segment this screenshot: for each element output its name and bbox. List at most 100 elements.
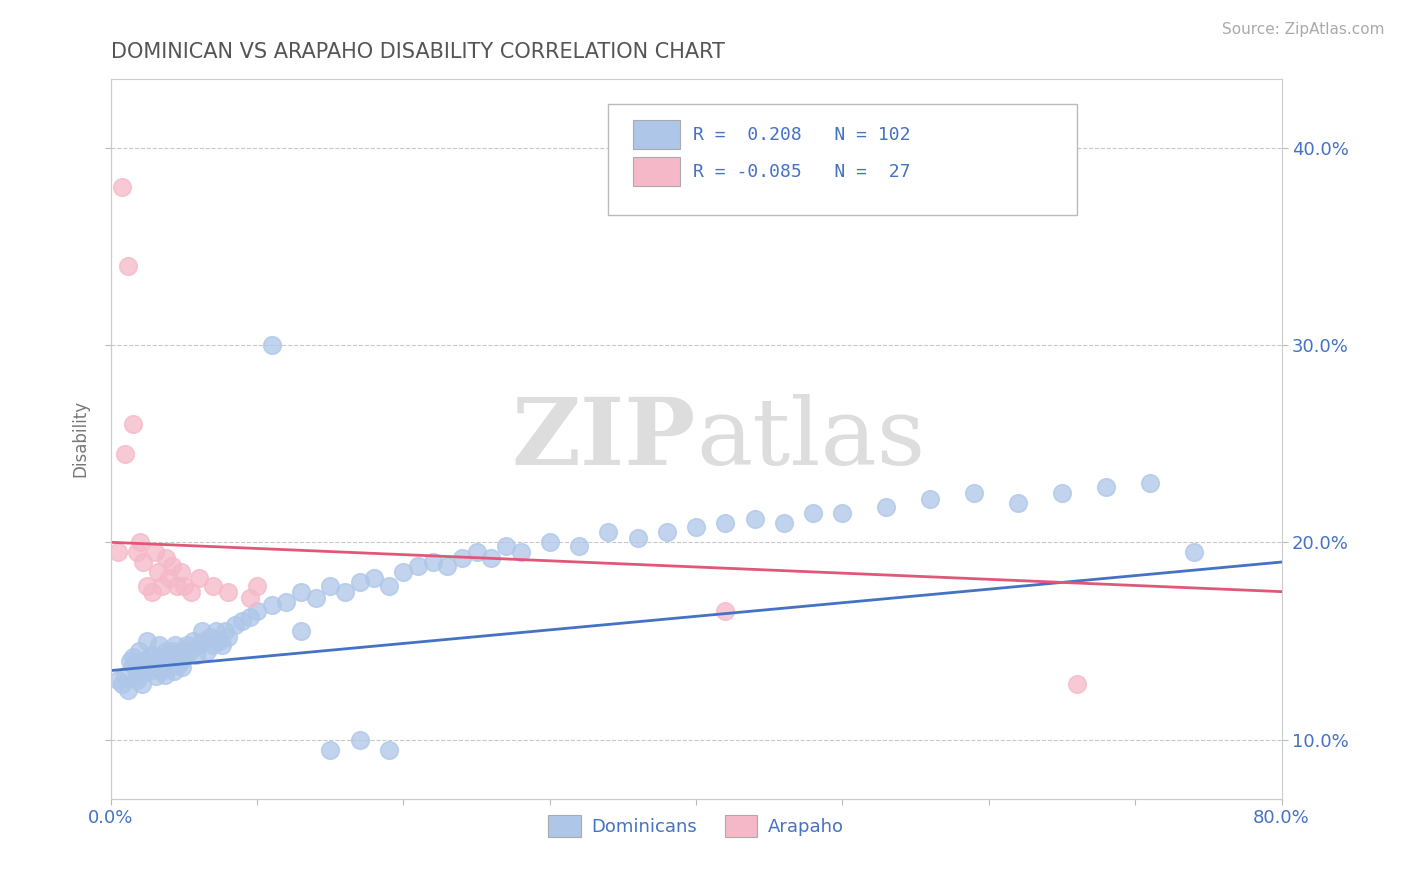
Point <box>190 624 212 639</box>
Point <box>378 579 401 593</box>
Point <box>127 545 149 559</box>
Point <box>392 565 415 579</box>
Point <box>195 644 218 658</box>
Point <box>157 571 180 585</box>
Point <box>773 516 796 530</box>
Point <box>305 591 328 605</box>
Point <box>143 657 166 672</box>
Point <box>509 545 531 559</box>
Point <box>139 649 162 664</box>
Point <box>152 657 174 672</box>
Point <box>132 664 155 678</box>
Point <box>143 545 166 559</box>
Point <box>436 559 458 574</box>
Point <box>136 634 159 648</box>
Point <box>239 610 262 624</box>
Point <box>801 506 824 520</box>
Point <box>160 559 183 574</box>
Point <box>176 638 198 652</box>
Point <box>184 648 207 662</box>
Point <box>118 654 141 668</box>
Point <box>131 677 153 691</box>
Point <box>134 654 156 668</box>
Point <box>166 649 188 664</box>
Point <box>155 551 177 566</box>
Point <box>479 551 502 566</box>
Point <box>187 638 209 652</box>
Point <box>363 571 385 585</box>
Point <box>246 604 269 618</box>
Point <box>146 565 169 579</box>
Point <box>193 634 215 648</box>
Point <box>132 555 155 569</box>
Point <box>173 579 195 593</box>
Point <box>568 539 591 553</box>
Point <box>875 500 897 514</box>
Point <box>406 559 429 574</box>
Point <box>127 673 149 688</box>
Point <box>167 657 190 672</box>
Point <box>124 664 146 678</box>
Point <box>170 565 193 579</box>
Point <box>146 654 169 668</box>
Point <box>107 673 129 688</box>
Point <box>1095 480 1118 494</box>
Point <box>142 648 165 662</box>
Point <box>1139 476 1161 491</box>
Text: R = -0.085   N =  27: R = -0.085 N = 27 <box>693 162 910 180</box>
Point <box>214 624 236 639</box>
Point <box>121 649 143 664</box>
Point <box>149 664 172 678</box>
Point <box>114 669 136 683</box>
Point <box>163 664 186 678</box>
Text: R =  0.208   N = 102: R = 0.208 N = 102 <box>693 126 910 144</box>
Point <box>170 654 193 668</box>
Point <box>128 644 150 658</box>
Point <box>121 657 143 672</box>
Point <box>111 180 134 194</box>
Point <box>538 535 561 549</box>
Point <box>714 604 737 618</box>
Point <box>121 417 143 431</box>
FancyBboxPatch shape <box>609 103 1077 216</box>
Point <box>224 618 246 632</box>
Point <box>166 579 188 593</box>
Point <box>422 555 444 569</box>
Point <box>169 644 191 658</box>
Point <box>276 594 298 608</box>
Legend: Dominicans, Arapaho: Dominicans, Arapaho <box>541 807 851 844</box>
Point <box>333 584 356 599</box>
Point <box>129 667 152 681</box>
Point <box>231 614 253 628</box>
Point <box>217 630 239 644</box>
Point <box>319 742 342 756</box>
Point <box>157 657 180 672</box>
Point <box>451 551 474 566</box>
Point <box>626 532 648 546</box>
Point <box>150 649 173 664</box>
Point <box>179 644 201 658</box>
Point <box>181 634 204 648</box>
Point <box>217 584 239 599</box>
Point <box>159 644 181 658</box>
Point <box>160 654 183 668</box>
FancyBboxPatch shape <box>633 157 679 186</box>
Point <box>290 624 312 639</box>
Point <box>153 667 176 681</box>
Point <box>211 638 233 652</box>
Point <box>180 584 202 599</box>
Point <box>202 579 225 593</box>
Point <box>200 630 222 644</box>
Point <box>685 519 707 533</box>
Point <box>239 591 262 605</box>
Point <box>141 584 163 599</box>
Point <box>155 644 177 658</box>
Point <box>349 574 371 589</box>
Point <box>349 732 371 747</box>
Point <box>598 525 620 540</box>
Point <box>920 491 942 506</box>
Point <box>465 545 488 559</box>
Point <box>156 654 179 668</box>
Point <box>117 259 139 273</box>
Point <box>202 638 225 652</box>
